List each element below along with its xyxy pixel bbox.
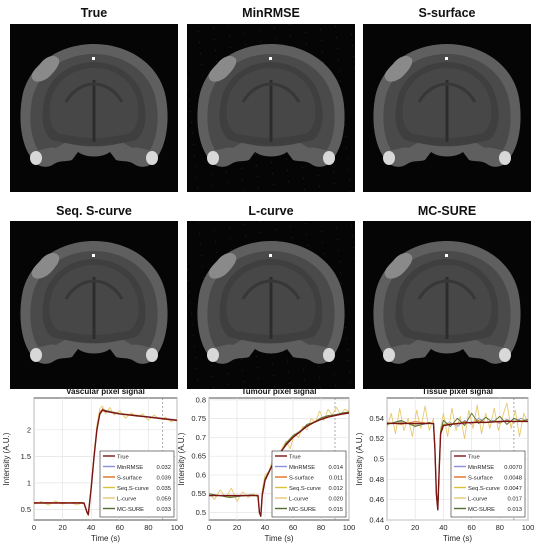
legend-value: 0.035 xyxy=(156,486,171,492)
x-tick-label: 80 xyxy=(317,523,325,532)
legend-label: S-surface xyxy=(468,476,493,482)
brain-image-l-curve xyxy=(187,221,355,389)
legend-value: 0.039 xyxy=(156,476,171,482)
legend-label: S-surface xyxy=(117,476,142,482)
x-tick-label: 60 xyxy=(467,523,475,532)
x-tick-label: 20 xyxy=(58,523,66,532)
legend-value: 0.020 xyxy=(328,497,343,503)
legend-value: 0.012 xyxy=(328,486,343,492)
series-line-true xyxy=(387,420,528,511)
chart-3: 0 20 40 60 80 100 0.44 0.46 0.48 0.5 0.52 0.54 Tissu… xyxy=(355,387,534,543)
x-tick-label: 60 xyxy=(116,523,124,532)
y-tick-label: 0.55 xyxy=(191,489,206,498)
x-tick-label: 40 xyxy=(87,523,95,532)
x-tick-label: 100 xyxy=(171,523,184,532)
legend-value: 0.013 xyxy=(507,507,522,513)
y-tick-label: 0.52 xyxy=(369,434,384,443)
x-tick-label: 20 xyxy=(411,523,419,532)
x-axis-label: Time (s) xyxy=(91,534,120,543)
legend-value: 0.032 xyxy=(156,465,171,471)
legend-label: S-surface xyxy=(289,476,314,482)
chart-2: 0 20 40 60 80 100 0.5 0.55 0.6 0.65 0.7 0.75 0.8 Tumo… xyxy=(177,387,355,543)
y-tick-label: 0.75 xyxy=(191,414,206,423)
legend-label: L-curve xyxy=(289,497,308,503)
x-tick-label: 0 xyxy=(207,523,211,532)
y-tick-label: 0.7 xyxy=(196,433,206,442)
y-axis-label: Intensity (A.U.) xyxy=(177,432,186,485)
panel-title-true: True xyxy=(80,6,108,20)
legend: True MinRMSE 0.0070 S-surface 0.0048 Seq.S-cu… xyxy=(450,450,526,518)
x-tick-label: 40 xyxy=(439,523,447,532)
legend-value: 0.0048 xyxy=(504,476,522,482)
legend-label: L-curve xyxy=(468,497,487,503)
y-tick-label: 2 xyxy=(27,425,31,434)
x-tick-label: 60 xyxy=(289,523,297,532)
brain-image-true xyxy=(10,24,178,192)
legend: True MinRMSE 0.032 S-surface 0.039 Seq.S-curv… xyxy=(99,450,175,518)
legend-value: 0.0070 xyxy=(504,465,522,471)
y-tick-label: 0.5 xyxy=(374,455,384,464)
legend-label: MC-SURE xyxy=(468,507,495,513)
legend-value: 0.014 xyxy=(328,465,343,471)
brain-image-mc-sure xyxy=(363,221,531,389)
legend-label: MC-SURE xyxy=(289,507,316,513)
x-tick-label: 100 xyxy=(343,523,356,532)
signal-charts: 0 20 40 60 80 100 0.5 1 1.5 2 Vascular pixel signa… xyxy=(2,387,534,543)
panel-title-mc-sure: MC-SURE xyxy=(417,204,477,218)
legend-value: 0.059 xyxy=(156,497,171,503)
chart-1: 0 20 40 60 80 100 0.5 1 1.5 2 Vascular pixel signa… xyxy=(2,387,183,543)
legend: True MinRMSE 0.014 S-surface 0.011 Seq.S-curv… xyxy=(271,450,347,518)
x-tick-label: 40 xyxy=(261,523,269,532)
y-axis-label: Intensity (A.U.) xyxy=(2,432,11,485)
y-tick-label: 0.5 xyxy=(21,505,31,514)
chart-title: Tumour pixel signal xyxy=(242,387,317,396)
panel-title-minrmse: MinRMSE xyxy=(242,6,300,20)
legend-label: MinRMSE xyxy=(117,465,143,471)
y-tick-label: 1.5 xyxy=(21,452,31,461)
legend-label: Seq.S-curve xyxy=(289,486,321,492)
legend-value: 0.033 xyxy=(156,507,171,513)
y-tick-label: 0.46 xyxy=(369,495,384,504)
legend-value: 0.0047 xyxy=(504,486,522,492)
x-tick-label: 100 xyxy=(522,523,535,532)
x-tick-label: 0 xyxy=(32,523,36,532)
legend-label: True xyxy=(289,455,301,461)
legend-value: 0.011 xyxy=(329,476,343,482)
x-tick-label: 0 xyxy=(385,523,389,532)
y-tick-label: 0.65 xyxy=(191,452,206,461)
y-tick-label: 0.6 xyxy=(196,470,206,479)
legend-value: 0.015 xyxy=(328,507,343,513)
panel-title-seq-s-curve: Seq. S-curve xyxy=(56,204,132,218)
y-tick-label: 0.5 xyxy=(196,508,206,517)
legend-label: MC-SURE xyxy=(117,507,144,513)
x-tick-label: 80 xyxy=(144,523,152,532)
chart-title: Tissue pixel signal xyxy=(422,387,493,396)
series-line-true xyxy=(34,409,178,516)
x-tick-label: 80 xyxy=(496,523,504,532)
x-axis-label: Time (s) xyxy=(264,534,293,543)
y-tick-label: 0.44 xyxy=(369,516,384,525)
brain-image-minrmse xyxy=(187,24,355,192)
y-tick-label: 1 xyxy=(27,478,31,487)
legend-label: MinRMSE xyxy=(289,465,315,471)
legend-value: 0.017 xyxy=(507,497,522,503)
y-tick-label: 0.8 xyxy=(196,395,206,404)
legend-label: True xyxy=(468,455,480,461)
brain-image-s-surface xyxy=(363,24,531,192)
legend-label: Seq.S-curve xyxy=(468,486,500,492)
panel-title-l-curve: L-curve xyxy=(248,204,294,218)
legend-label: MinRMSE xyxy=(468,465,494,471)
chart-title: Vascular pixel signal xyxy=(66,387,145,396)
y-axis-label: Intensity (A.U.) xyxy=(355,432,364,485)
legend-label: Seq.S-curve xyxy=(117,486,149,492)
y-tick-label: 0.54 xyxy=(369,414,384,423)
x-axis-label: Time (s) xyxy=(443,534,472,543)
panel-title-s-surface: S-surface xyxy=(418,6,476,20)
y-tick-label: 0.48 xyxy=(369,475,384,484)
legend-label: L-curve xyxy=(117,497,136,503)
legend-label: True xyxy=(117,455,129,461)
series-line-true xyxy=(209,412,350,517)
x-tick-label: 20 xyxy=(233,523,241,532)
brain-image-seq-s-curve xyxy=(10,221,178,389)
